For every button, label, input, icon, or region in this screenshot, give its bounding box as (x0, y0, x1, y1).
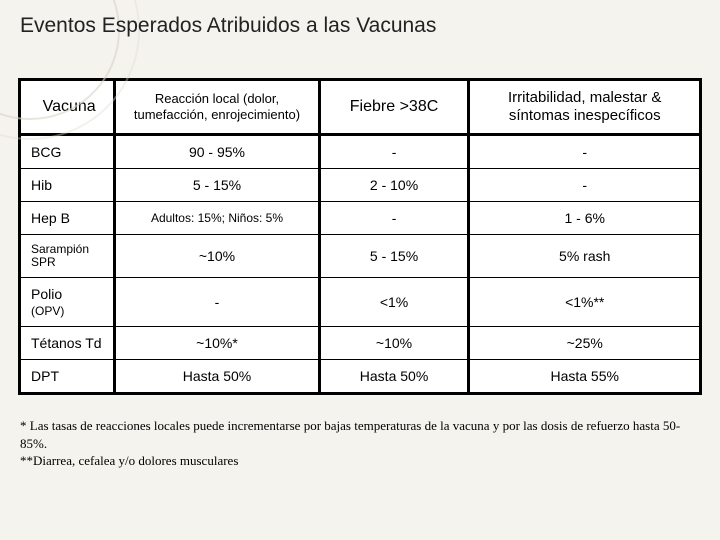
cell-fiebre: 2 - 10% (319, 169, 469, 202)
cell-local: 90 - 95% (115, 135, 319, 169)
table-row: Polio(OPV) - <1% <1%** (20, 278, 701, 327)
cell-irrit: - (469, 169, 701, 202)
cell-irrit: Hasta 55% (469, 360, 701, 394)
cell-fiebre: <1% (319, 278, 469, 327)
cell-fiebre: - (319, 202, 469, 235)
cell-irrit: 1 - 6% (469, 202, 701, 235)
cell-irrit: 5% rash (469, 235, 701, 278)
cell-local: Adultos: 15%; Niños: 5% (115, 202, 319, 235)
table-row: Hib 5 - 15% 2 - 10% - (20, 169, 701, 202)
table-row: Sarampión SPR ~10% 5 - 15% 5% rash (20, 235, 701, 278)
cell-local: - (115, 278, 319, 327)
cell-vacuna: DPT (20, 360, 115, 394)
table-row: Tétanos Td ~10%* ~10% ~25% (20, 327, 701, 360)
footnote-1: * Las tasas de reacciones locales puede … (20, 417, 700, 452)
page-title: Eventos Esperados Atribuidos a las Vacun… (0, 0, 720, 38)
cell-local: ~10%* (115, 327, 319, 360)
cell-fiebre: ~10% (319, 327, 469, 360)
footnote-2: **Diarrea, cefalea y/o dolores musculare… (20, 452, 700, 470)
table-row: DPT Hasta 50% Hasta 50% Hasta 55% (20, 360, 701, 394)
cell-vacuna: Hep B (20, 202, 115, 235)
header-fiebre: Fiebre >38C (319, 80, 469, 135)
cell-irrit: <1%** (469, 278, 701, 327)
header-irritabilidad: Irritabilidad, malestar & síntomas inesp… (469, 80, 701, 135)
footnotes: * Las tasas de reacciones locales puede … (0, 405, 720, 470)
cell-fiebre: Hasta 50% (319, 360, 469, 394)
cell-irrit: - (469, 135, 701, 169)
cell-local: 5 - 15% (115, 169, 319, 202)
cell-vacuna: Hib (20, 169, 115, 202)
cell-local: Hasta 50% (115, 360, 319, 394)
cell-fiebre: - (319, 135, 469, 169)
table-row: Hep B Adultos: 15%; Niños: 5% - 1 - 6% (20, 202, 701, 235)
cell-vacuna: Tétanos Td (20, 327, 115, 360)
cell-fiebre: 5 - 15% (319, 235, 469, 278)
cell-local: ~10% (115, 235, 319, 278)
header-local-reaction: Reacción local (dolor, tumefacción, enro… (115, 80, 319, 135)
table-row: BCG 90 - 95% - - (20, 135, 701, 169)
cell-vacuna: Sarampión SPR (20, 235, 115, 278)
vaccine-events-table: Vacuna Reacción local (dolor, tumefacció… (18, 78, 702, 395)
cell-vacuna: Polio(OPV) (20, 278, 115, 327)
cell-irrit: ~25% (469, 327, 701, 360)
